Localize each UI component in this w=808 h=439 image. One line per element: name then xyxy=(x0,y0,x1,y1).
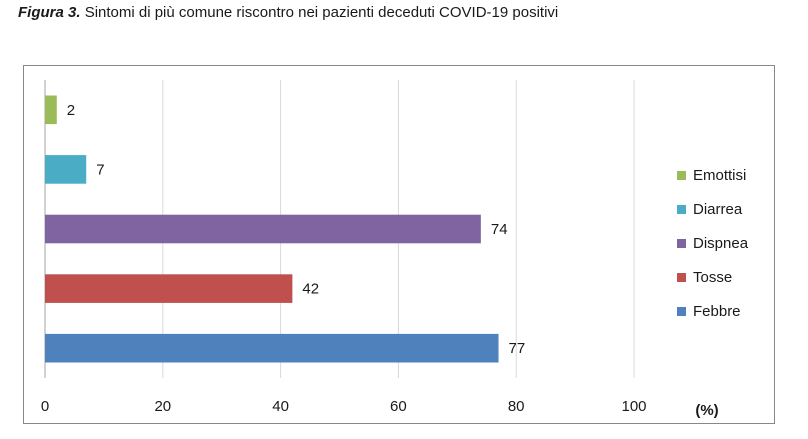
bar-tosse xyxy=(45,274,293,303)
figure-caption-text: Sintomi di più comune riscontro nei pazi… xyxy=(84,4,559,21)
legend-label-tosse: Tosse xyxy=(693,269,732,286)
legend-label-emottisi: Emottisi xyxy=(693,167,746,184)
data-label-emottisi: 2 xyxy=(67,102,75,119)
bar-diarrea xyxy=(45,155,87,184)
x-tick-label: 0 xyxy=(41,398,49,415)
bar-febbre xyxy=(45,333,499,363)
x-tick-label: 60 xyxy=(390,398,407,415)
legend-swatch-diarrea xyxy=(677,205,686,214)
legend-label-dispnea: Dispnea xyxy=(693,235,749,252)
data-labels: 77 42 74 7 2 xyxy=(67,102,525,357)
data-label-diarrea: 7 xyxy=(96,161,104,178)
legend-label-diarrea: Diarrea xyxy=(693,201,743,218)
figure-label: Figura 3. xyxy=(18,4,81,21)
legend-swatch-febbre xyxy=(677,307,686,316)
data-label-dispnea: 74 xyxy=(491,221,508,238)
legend: Emottisi Diarrea Dispnea Tosse Febbre xyxy=(677,167,749,320)
x-tick-label: 40 xyxy=(272,398,289,415)
data-label-tosse: 42 xyxy=(302,281,319,298)
chart-frame xyxy=(23,65,775,424)
legend-swatch-dispnea xyxy=(677,239,686,248)
x-tick-label: 80 xyxy=(508,398,525,415)
bar-dispnea xyxy=(45,214,481,244)
x-tick-label: 100 xyxy=(621,398,646,415)
bar-emottisi xyxy=(45,95,57,125)
legend-swatch-emottisi xyxy=(677,171,686,180)
legend-label-febbre: Febbre xyxy=(693,303,741,320)
x-tick-label: 20 xyxy=(154,398,171,415)
bars xyxy=(45,95,499,363)
data-label-febbre: 77 xyxy=(509,340,526,357)
x-tick-labels: 0 20 40 60 80 100 xyxy=(41,398,647,415)
x-axis-label: (%) xyxy=(695,402,718,419)
figure-caption: Figura 3. Sintomi di più comune riscontr… xyxy=(18,4,558,21)
legend-swatch-tosse xyxy=(677,273,686,282)
